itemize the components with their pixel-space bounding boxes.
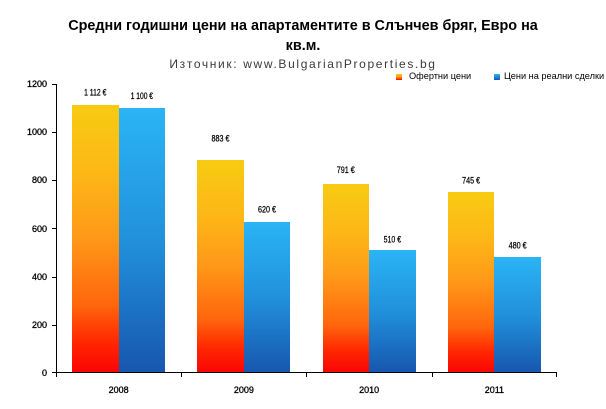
svg-text:1 112 €: 1 112 €	[84, 88, 106, 98]
svg-text:620 €: 620 €	[258, 205, 276, 215]
svg-text:480 €: 480 €	[509, 241, 527, 251]
svg-text:1 100 €: 1 100 €	[131, 91, 153, 101]
svg-text:791 €: 791 €	[337, 165, 355, 175]
svg-text:510 €: 510 €	[384, 235, 402, 245]
svg-text:883 €: 883 €	[212, 134, 230, 144]
svg-text:745 €: 745 €	[462, 176, 480, 186]
